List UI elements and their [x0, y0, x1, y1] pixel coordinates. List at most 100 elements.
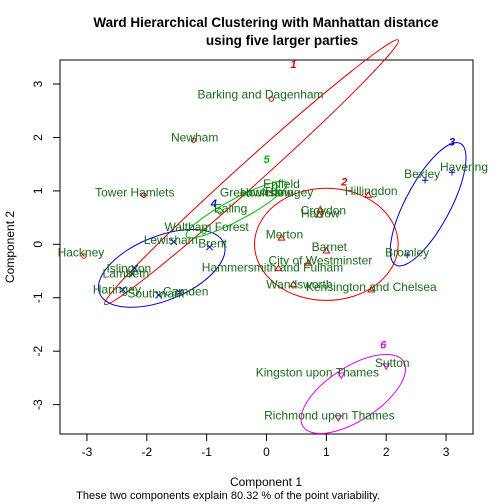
point-label: Bromley	[385, 245, 429, 259]
data-point-marker	[244, 189, 253, 198]
data-point-marker	[199, 227, 208, 235]
point-label: Hounslow	[240, 186, 293, 200]
data-point-marker	[170, 238, 178, 246]
point-label: Bexley	[404, 167, 440, 181]
data-point-marker	[141, 192, 147, 198]
data-point-marker	[176, 288, 184, 296]
data-point-marker	[448, 169, 456, 176]
point-label: City of Westminster	[268, 253, 372, 267]
x-axis-label: Component 1	[230, 475, 302, 489]
chart-title-line1: Ward Hierarchical Clustering with Manhat…	[93, 15, 439, 30]
variability-caption: These two components explain 80.32 % of …	[76, 490, 380, 502]
cluster-ellipse-6	[300, 353, 407, 434]
data-point-marker	[271, 182, 280, 191]
data-point-marker	[259, 188, 268, 196]
point-label: Greenwich	[220, 186, 277, 200]
y-tick-label: 3	[31, 80, 45, 87]
point-label: Hillingdon	[345, 184, 398, 198]
data-point-marker	[215, 207, 224, 216]
data-point-marker	[81, 253, 87, 259]
data-point-marker	[190, 137, 197, 143]
data-point-marker	[337, 372, 346, 380]
data-point-marker	[277, 233, 286, 241]
data-point-marker	[304, 258, 313, 266]
point-label: Tower Hamlets	[95, 186, 174, 200]
x-tick-label: 3	[443, 445, 450, 459]
point-label: Hackney	[58, 245, 105, 259]
point-label: Richmond upon Thames	[264, 408, 395, 422]
chart-title-line2: using five larger parties	[206, 33, 358, 48]
point-label: Barnet	[312, 240, 348, 254]
point-labels: Barking and Dagenham Newham Tower Hamlets H…	[58, 88, 488, 423]
data-point-marker	[364, 190, 373, 198]
data-point-marker	[421, 177, 429, 184]
y-axis: -3 -2 -1 0 1 2 3	[31, 80, 60, 410]
data-point-marker	[155, 291, 163, 299]
data-point-marker	[334, 415, 343, 423]
data-points	[81, 96, 456, 423]
cluster-number-label: 1	[290, 59, 296, 71]
x-tick-label: 0	[263, 445, 270, 459]
x-tick-label: -3	[82, 445, 93, 459]
point-label: Kingston upon Thames	[256, 366, 379, 380]
point-label: Kensington and Chelsea	[306, 280, 437, 294]
cluster-ellipses: 1 2 3 4 5 6	[97, 39, 467, 434]
point-label: Waltham Forest	[165, 220, 250, 234]
x-tick-label: 1	[323, 445, 330, 459]
cluster-number-label: 5	[263, 154, 270, 166]
point-label: Enfield	[263, 177, 300, 191]
data-point-marker	[206, 243, 214, 251]
y-tick-label: 2	[31, 134, 45, 141]
data-point-marker	[131, 264, 139, 272]
point-label: Ealing	[214, 202, 247, 216]
data-point-marker	[119, 286, 127, 294]
x-tick-label: 2	[383, 445, 390, 459]
cluster-ellipse-2	[254, 187, 399, 301]
point-label: Lewisham	[144, 233, 198, 247]
data-point-marker	[268, 96, 274, 102]
point-label: Newham	[171, 130, 218, 144]
data-point-marker	[316, 205, 325, 213]
data-point-marker	[367, 285, 376, 293]
y-tick-label: 0	[31, 241, 45, 248]
y-tick-label: -2	[31, 346, 45, 357]
y-axis-label: Component 2	[3, 211, 17, 283]
data-point-marker	[275, 188, 284, 197]
cluster-ellipse-4	[97, 228, 226, 308]
point-label: Islington	[106, 261, 151, 275]
cluster-number-label: 3	[449, 136, 455, 148]
x-tick-label: -2	[141, 445, 152, 459]
data-point-marker	[274, 264, 283, 272]
y-tick-label: 1	[31, 187, 45, 194]
point-label: Croydon	[301, 204, 346, 218]
data-point-marker	[289, 280, 298, 288]
point-label: Havering	[440, 160, 488, 174]
point-label: Haringey	[265, 186, 313, 200]
x-tick-label: -1	[201, 445, 212, 459]
point-label: Merton	[266, 228, 303, 242]
y-tick-label: -3	[31, 399, 45, 410]
point-label: Hammersmith and Fulham	[202, 260, 343, 274]
point-label: Wandsworth	[266, 277, 332, 291]
point-label: Camden	[163, 284, 208, 298]
point-label: Sutton	[375, 356, 410, 370]
point-label: Lambeth	[102, 267, 149, 281]
data-point-marker	[315, 210, 324, 218]
point-label: Brent	[198, 236, 227, 250]
data-point-marker	[128, 270, 136, 278]
point-label: Barking and Dagenham	[197, 88, 323, 102]
y-tick-label: -1	[31, 292, 45, 303]
cluster-number-label: 6	[380, 340, 387, 352]
data-point-marker	[322, 246, 331, 254]
point-label: Harrow	[301, 206, 340, 220]
point-label: Southwark	[127, 286, 185, 300]
data-point-marker	[382, 363, 391, 371]
cluster-ellipse-3	[389, 142, 467, 267]
cluster-ellipse-5	[185, 180, 288, 239]
point-label: Haringey	[93, 283, 141, 297]
cluster-ellipse-1	[104, 39, 400, 306]
x-axis: -3 -2 -1 0 1 2 3	[82, 434, 450, 459]
cluster-number-label: 4	[210, 198, 217, 210]
cluster-number-label: 2	[340, 177, 347, 189]
